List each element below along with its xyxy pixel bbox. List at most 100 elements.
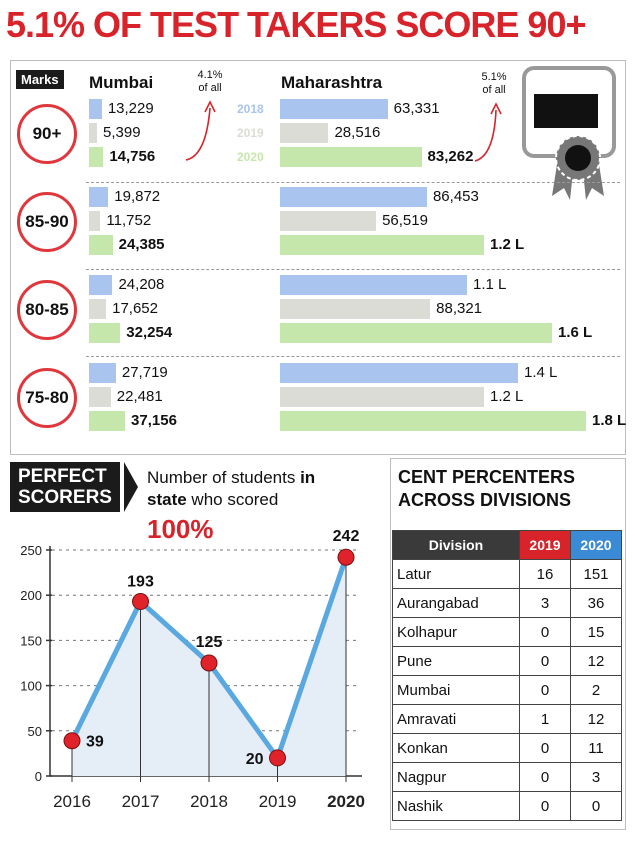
data-label: 242 [333, 530, 360, 545]
maharashtra-share-arrowhead [490, 102, 502, 115]
y-tick-label: 50 [28, 724, 42, 739]
data-point [63, 732, 81, 750]
count-cell: 3 [519, 588, 571, 618]
mumbai-bar [89, 323, 121, 343]
table-row: Aurangabad 3 36 [392, 588, 622, 618]
maharashtra-bar-label: 1.4 L [524, 364, 558, 381]
count-cell: 12 [570, 646, 622, 676]
table-row: Nagpur 0 3 [392, 762, 622, 792]
count-cell: 16 [519, 559, 571, 589]
mumbai-bar [89, 187, 109, 207]
mumbai-bar [89, 363, 116, 383]
data-point [269, 749, 286, 767]
subtitle-part-bold: state [147, 490, 187, 509]
line-chart-highlight: 100% [147, 514, 214, 544]
maharashtra-share-note: 5.1% of all [481, 71, 507, 96]
subtitle-part-bold: in [300, 468, 316, 487]
maharashtra-bar-label: 1.2 L [490, 388, 524, 405]
badge-pointer [124, 462, 138, 512]
bar-chart-frame [10, 60, 626, 455]
line-chart: 0 50 100 150 200 250 2016 2017 2018 2019 2020 39 193… [20, 530, 365, 811]
division-name-cell: Amravati [392, 704, 520, 734]
maharashtra-bar [280, 363, 518, 383]
subtitle-part: who scored [186, 490, 279, 509]
maharashtra-bar [280, 275, 467, 295]
mumbai-bar-label: 19,872 [114, 188, 161, 205]
group-separator [86, 182, 620, 183]
maharashtra-bar-label: 86,453 [432, 188, 479, 205]
division-name-cell: Kolhapur [392, 617, 520, 647]
maharashtra-bar [280, 411, 586, 431]
division-name-cell: Nagpur [392, 762, 520, 792]
maharashtra-bar [280, 99, 388, 119]
mumbai-bar-label: 17,652 [112, 300, 158, 317]
count-cell: 1 [519, 704, 571, 734]
maharashtra-header: Maharashtra [281, 73, 383, 92]
count-cell: 151 [570, 559, 622, 589]
maharashtra-bar-label: 1.6 L [558, 324, 593, 341]
legend-year-label: 2020 [237, 150, 264, 164]
table-header-cell: 2020 [570, 530, 622, 560]
mumbai-share-arrowhead [204, 100, 216, 113]
legend-year-label: 2018 [237, 102, 264, 116]
count-cell: 0 [570, 791, 622, 821]
perfect-scorers-badge: PERFECT SCORERS [10, 462, 120, 512]
division-name-cell: Pune [392, 646, 520, 676]
perfect-badge-line2: SCORERS [18, 487, 112, 508]
mumbai-bar [89, 211, 101, 231]
x-tick-label: 2019 [259, 792, 297, 811]
line-chart-subtitle: Number of students in state who scored [147, 467, 315, 511]
count-cell: 0 [519, 646, 571, 676]
maharashtra-bar [280, 299, 431, 319]
mumbai-bar [89, 235, 113, 255]
count-cell: 11 [570, 733, 622, 763]
mumbai-share-arrow [185, 107, 211, 161]
mumbai-bar-label: 24,208 [118, 276, 165, 293]
mumbai-bar-label: 13,229 [107, 100, 154, 117]
division-name-cell: Nashik [392, 791, 520, 821]
y-tick-label: 150 [20, 633, 42, 648]
cent-percenters-table: Division 2019 2020 Latur 16 151 Aurangabad 3 36… [392, 530, 622, 821]
table-row: Kolhapur 0 15 [392, 617, 622, 647]
mumbai-bar [89, 387, 111, 407]
table-row: Konkan 0 11 [392, 733, 622, 763]
maharashtra-bar [280, 323, 552, 343]
count-cell: 0 [519, 762, 571, 792]
maharashtra-share-arrow [474, 109, 497, 162]
data-point [132, 593, 149, 611]
count-cell: 15 [570, 617, 622, 647]
count-cell: 0 [519, 791, 571, 821]
maharashtra-bar-label: 56,519 [382, 212, 428, 229]
maharashtra-bar-label: 88,321 [436, 300, 483, 317]
x-tick-label: 2017 [122, 792, 160, 811]
division-name-cell: Latur [392, 559, 520, 589]
division-name-cell: Konkan [392, 733, 520, 763]
share-arrows [185, 100, 502, 162]
mumbai-bar-label: 11,752 [106, 212, 152, 229]
maharashtra-bar [280, 387, 484, 407]
certificate-icon [522, 66, 616, 200]
mumbai-bar [89, 275, 113, 295]
mumbai-bar-label: 27,719 [121, 364, 168, 381]
maharashtra-bar-label: 1.1 L [473, 276, 507, 293]
table-row: Mumbai 0 2 [392, 675, 622, 705]
subtitle-part: Number of students [147, 468, 301, 487]
count-cell: 12 [570, 704, 622, 734]
mumbai-share-note: 4.1% of all [197, 69, 223, 94]
data-point [200, 654, 218, 672]
maharashtra-bar [280, 235, 484, 255]
table-row: Pune 0 12 [392, 646, 622, 676]
table-row: Amravati 1 12 [392, 704, 622, 734]
mumbai-bar-label: 5,399 [103, 124, 141, 141]
division-name-cell: Aurangabad [392, 588, 520, 618]
maharashtra-bar [280, 211, 377, 231]
mumbai-bar-label: 32,254 [126, 324, 173, 341]
marks-label: Marks [16, 70, 64, 89]
mumbai-bar-label: 37,156 [131, 412, 177, 429]
marks-range-badge: 90+ [17, 104, 77, 164]
y-tick-label: 0 [35, 769, 42, 784]
division-name-cell: Mumbai [392, 675, 520, 705]
count-cell: 2 [570, 675, 622, 705]
group-separator [86, 356, 620, 357]
cent-title-line1: CENT PERCENTERS [398, 467, 576, 487]
